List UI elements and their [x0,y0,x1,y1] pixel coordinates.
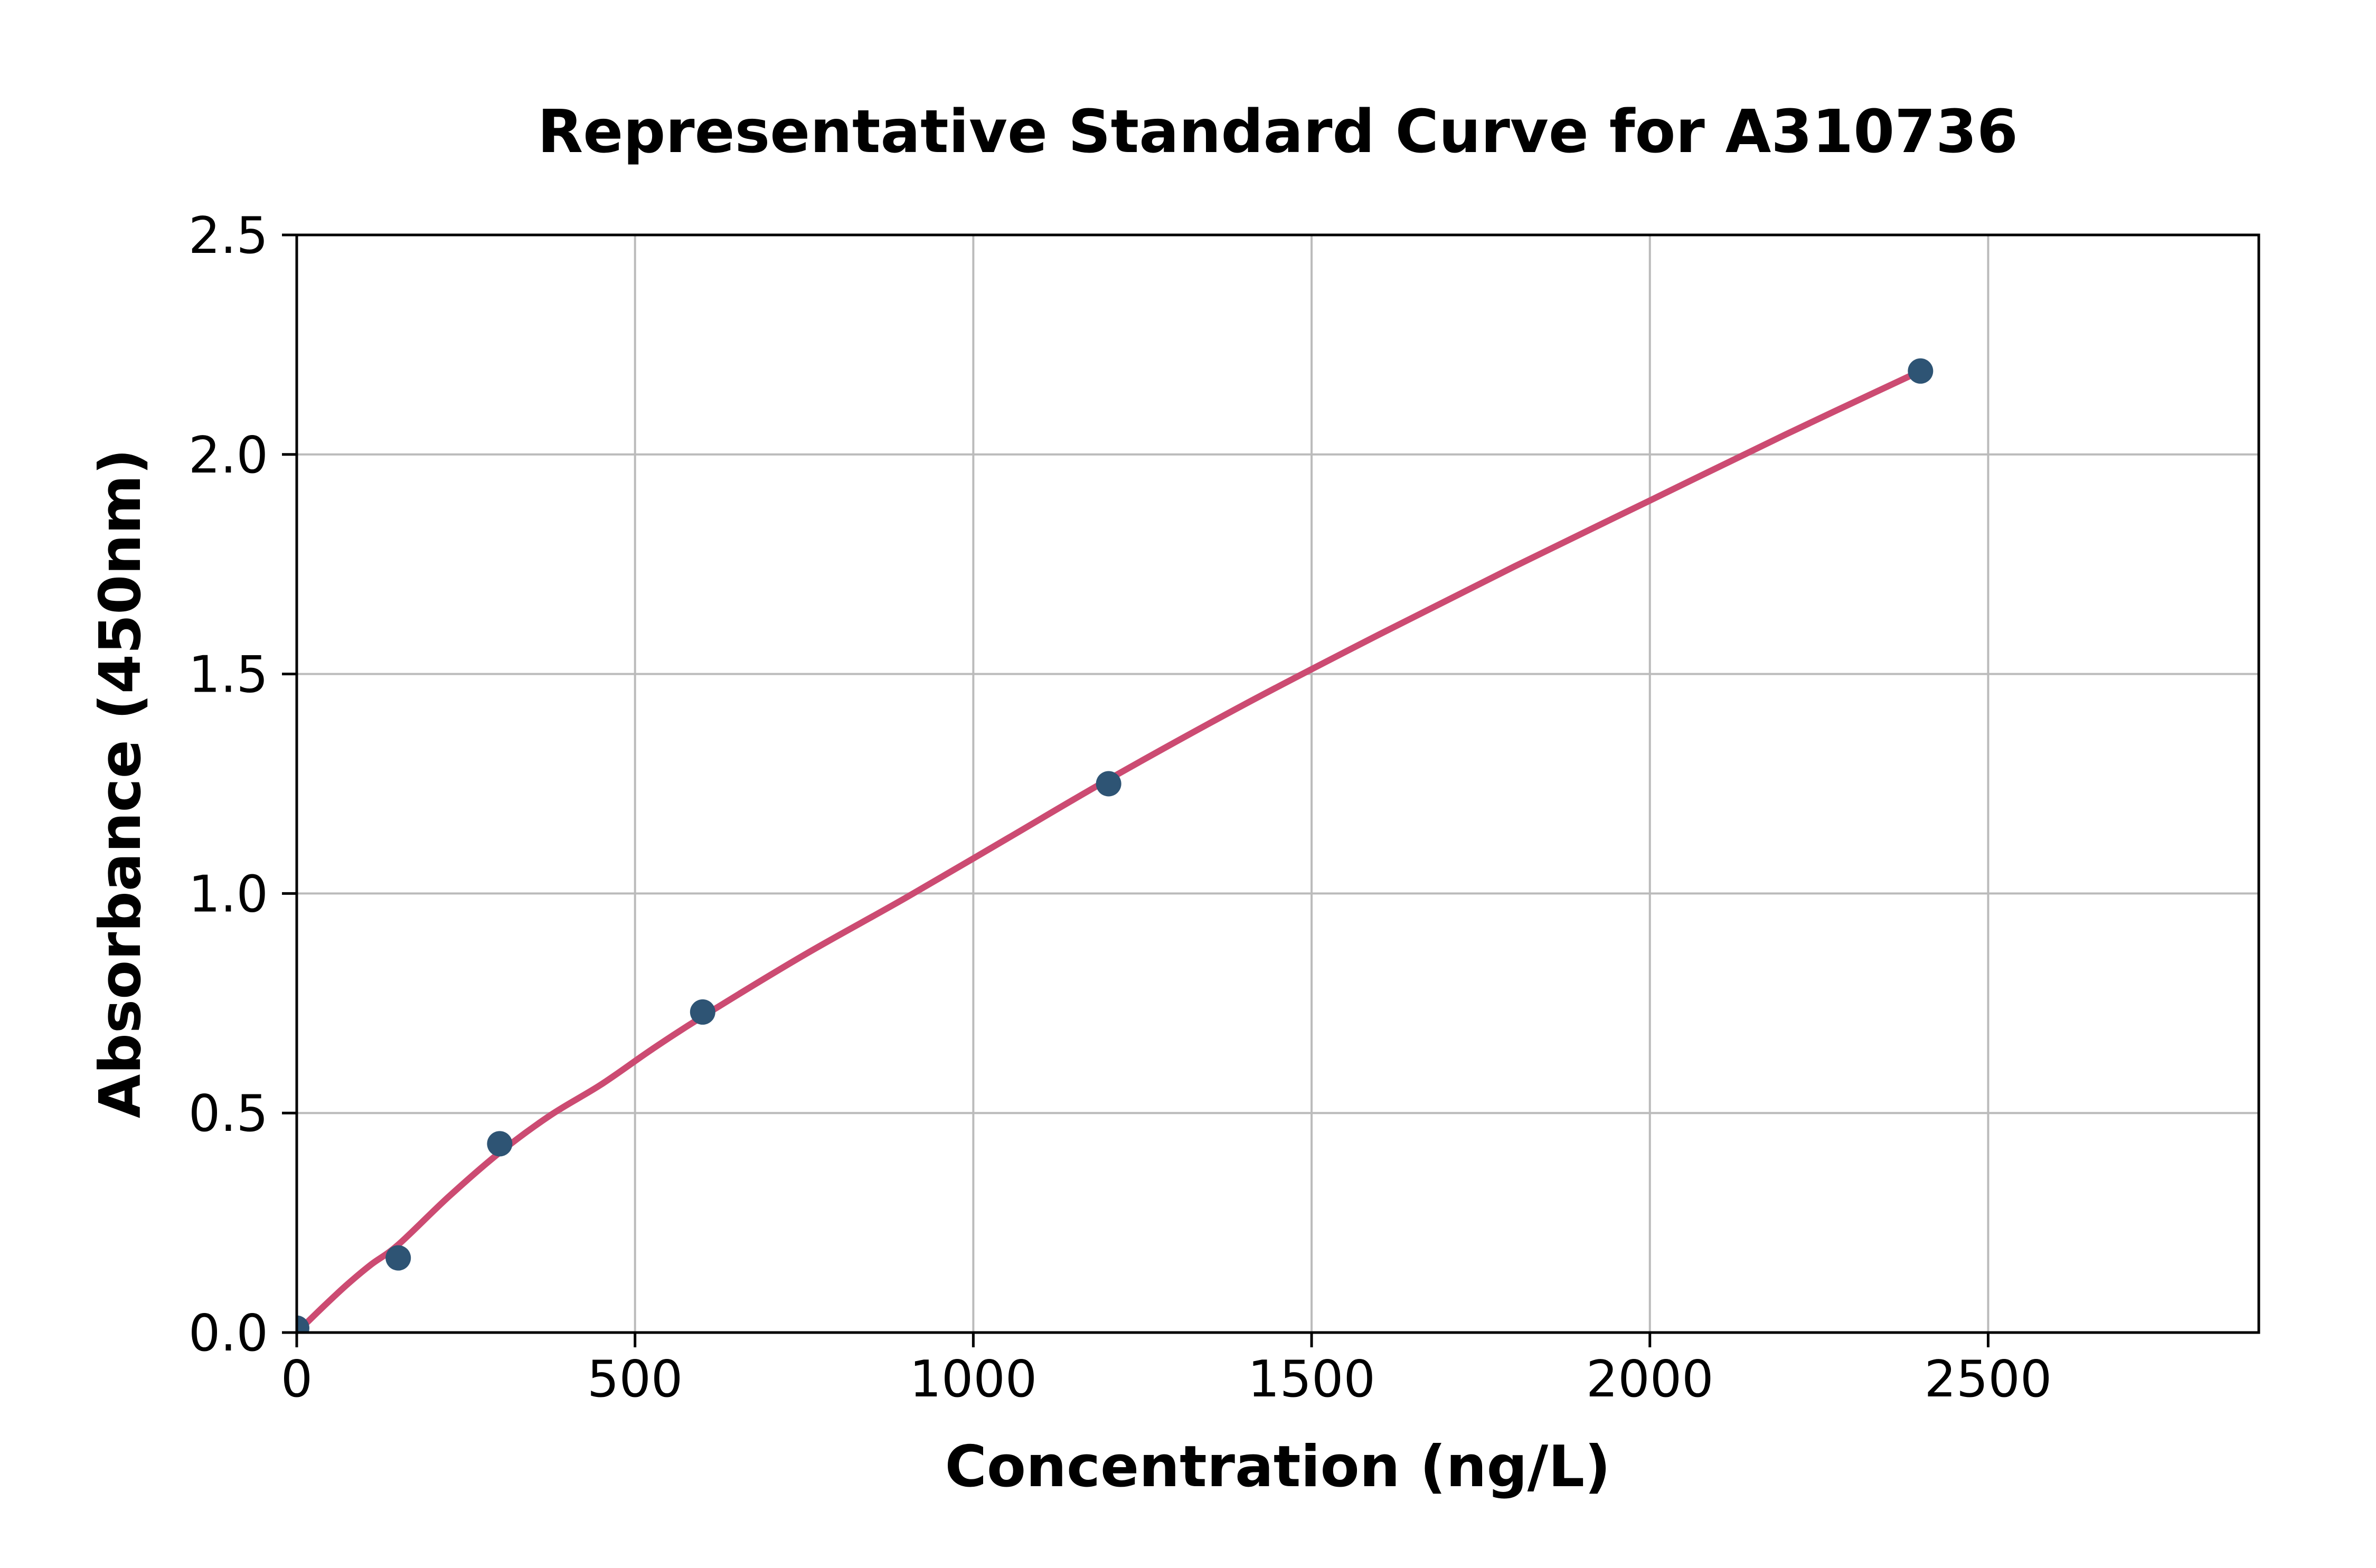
y-tick-label: 2.0 [188,427,268,485]
y-tick-label: 1.0 [188,865,268,923]
data-point [1096,771,1121,797]
x-tick-label: 2500 [1925,1350,2052,1409]
x-tick-label: 1500 [1248,1350,1375,1409]
data-point [487,1131,513,1157]
data-point [690,999,715,1025]
x-axis-label: Concentration (ng/L) [945,1434,1611,1500]
y-tick-labels: 0.0 0.5 1.0 1.5 2.0 2.5 [188,207,268,1363]
axis-tick-marks [282,233,1990,1347]
y-tick-label: 1.5 [188,646,268,704]
y-axis-label: Absorbance (450nm) [88,449,154,1118]
chart-title: Representative Standard Curve for A31073… [538,98,2018,166]
gridlines [296,234,2259,1334]
fit-curve [297,367,1924,1333]
plot-border [295,233,2260,1334]
x-tick-label: 500 [587,1350,683,1409]
x-tick-label: 2000 [1586,1350,1714,1409]
fit-curve-layer [297,367,1924,1333]
x-tick-label: 1000 [909,1350,1037,1409]
y-tick-label: 2.5 [188,207,268,265]
data-point [297,1315,309,1333]
x-tick-label: 0 [281,1350,313,1409]
data-point [385,1245,411,1271]
x-tick-labels: 0 500 1000 1500 2000 2500 [281,1350,2052,1409]
data-points-layer [297,358,1934,1333]
y-tick-label: 0.0 [188,1305,268,1363]
data-point [1908,358,1934,384]
y-tick-label: 0.5 [188,1085,268,1143]
